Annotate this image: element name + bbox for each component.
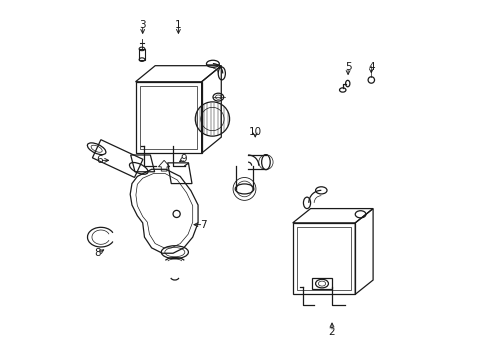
Text: 9: 9 [180, 154, 187, 163]
Text: 6: 6 [96, 156, 103, 165]
Bar [296, 227, 350, 290]
Text: 4: 4 [367, 63, 374, 72]
Text: 5: 5 [344, 63, 351, 72]
Text: 8: 8 [95, 248, 101, 258]
Bar [139, 49, 144, 60]
Bar [135, 82, 201, 153]
Text: 2: 2 [328, 327, 335, 337]
Text: 1: 1 [175, 19, 182, 30]
Text: 3: 3 [139, 19, 146, 30]
Bar [140, 86, 197, 149]
Text: 10: 10 [248, 127, 261, 137]
Text: 7: 7 [200, 220, 206, 230]
Bar [292, 223, 354, 294]
Bar [312, 278, 331, 289]
